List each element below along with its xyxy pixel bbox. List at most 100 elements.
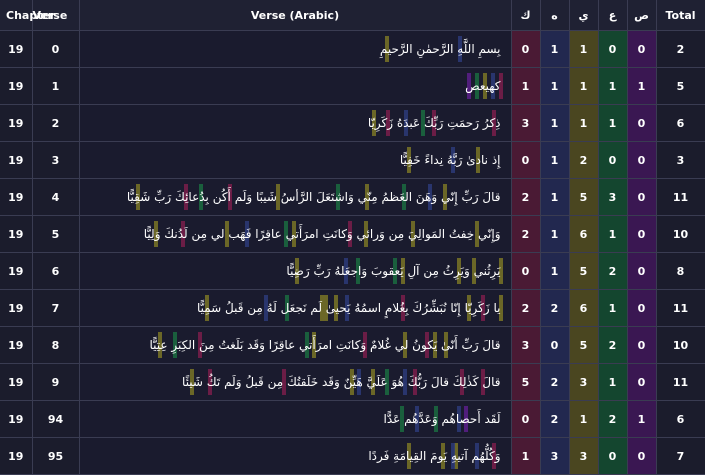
letter-highlight-ya — [400, 258, 405, 284]
table-row[interactable]: 19 8 قالَ رَبِّ أَنّىٰ يَكونُ لي غُلامٌ وَ… — [0, 326, 705, 364]
letter-highlight-ya — [204, 295, 209, 321]
chapter-cell: 19 — [0, 178, 33, 216]
verse-cell: 5 — [32, 215, 80, 253]
letter-highlight-kaf — [207, 369, 212, 395]
ain-count-cell: 3 — [598, 178, 628, 216]
letter-highlight-ya — [190, 369, 195, 395]
table-row[interactable]: 19 5 وَإِنّي خِفتُ المَوالِيَ مِن وَرائي و… — [0, 215, 705, 253]
verse-cell: 7 — [32, 289, 80, 327]
ha-count-cell: 0 — [540, 326, 570, 364]
verse-text-cell: إِذ نادىٰ رَبَّهُ نِداءً خَفِيًّا — [79, 141, 512, 179]
ain-count-cell: 2 — [598, 400, 628, 438]
ya-count-cell: 1 — [569, 400, 599, 438]
letter-highlight-ya — [406, 147, 411, 173]
letter-highlight-bands — [382, 406, 503, 432]
total-count-cell: 7 — [656, 437, 705, 475]
ha-count-cell: 2 — [540, 289, 570, 327]
letter-highlight-ha — [244, 221, 249, 247]
verse-text-cell: كهيعص — [79, 67, 512, 105]
letter-highlight-ya — [224, 221, 229, 247]
letter-highlight-ya — [365, 184, 370, 210]
table-row[interactable]: 19 95 وَكُلُّهُم آتيهِ يَومَ القِيامَةِ فَ… — [0, 437, 705, 475]
verse-text-highlight: قالَ رَبِّ إِنّي وَهَنَ العَظمُ مِنّي وَ… — [125, 184, 503, 210]
letter-highlight-ain — [400, 406, 405, 432]
table-row[interactable]: 19 94 لَقَد أَحصاهُم وَعَدَّهُم عَدًّا 0 2 1 2… — [0, 400, 705, 438]
verse-text: وَكُلُّهُم آتيهِ يَومَ القِيامَةِ فَردًا — [368, 449, 501, 463]
verse-text-highlight: قالَ رَبِّ أَنّىٰ يَكونُ لي غُلامٌ وَكان… — [147, 332, 502, 358]
letter-highlight-ya — [158, 332, 163, 358]
total-count-cell: 10 — [656, 215, 705, 253]
chapter-cell: 19 — [0, 30, 33, 68]
header-verse-text[interactable]: Verse (Arabic) — [79, 0, 512, 31]
table-row[interactable]: 19 2 ذِكرُ رَحمَتِ رَبِّكَ عَبدَهُ زَكَرِي… — [0, 104, 705, 142]
header-verse[interactable]: Verse — [32, 0, 80, 31]
header-ya[interactable]: ي — [569, 0, 599, 31]
letter-highlight-ya — [363, 221, 368, 247]
table-row[interactable]: 19 0 بِسمِ اللَّهِ الرَّحمٰنِ الرَّحيمِ 0 1 1… — [0, 30, 705, 68]
header-chapter[interactable]: Chapter — [0, 0, 55, 31]
ya-count-cell: 2 — [569, 141, 599, 179]
letter-highlight-ya — [454, 443, 459, 469]
letter-highlight-ya — [443, 332, 448, 358]
ha-count-cell: 1 — [540, 67, 570, 105]
letter-highlight-ya — [135, 184, 140, 210]
header-sad[interactable]: ص — [627, 0, 657, 31]
letter-highlight-ha — [344, 295, 349, 321]
total-count-cell: 5 — [656, 67, 705, 105]
letter-highlight-kaf — [347, 221, 352, 247]
total-count-cell: 11 — [656, 178, 705, 216]
table-row[interactable]: 19 4 قالَ رَبِّ إِنّي وَهَنَ العَظمُ مِنّي… — [0, 178, 705, 216]
verse-text: قالَ كَذٰلِكَ قالَ رَبُّكَ هُوَ عَلَيَّ … — [182, 375, 501, 389]
table-row[interactable]: 19 3 إِذ نادىٰ رَبَّهُ نِداءً خَفِيًّا 0 1 2 0… — [0, 141, 705, 179]
header-kaf[interactable]: ك — [511, 0, 541, 31]
header-ain[interactable]: ع — [598, 0, 628, 31]
letter-highlight-kaf — [181, 221, 186, 247]
table-row[interactable]: 19 1 كهيعص 1 1 1 1 1 5 — [0, 67, 705, 105]
verse-text: بِسمِ اللَّهِ الرَّحمٰنِ الرَّحيمِ — [379, 42, 501, 56]
verse-cell: 1 — [32, 67, 80, 105]
letter-highlight-ya — [406, 443, 411, 469]
sad-count-cell: 0 — [627, 104, 657, 142]
ya-count-cell: 1 — [569, 67, 599, 105]
table-row[interactable]: 19 9 قالَ كَذٰلِكَ قالَ رَبُّكَ هُوَ عَلَي… — [0, 363, 705, 401]
verse-text-highlight: إِذ نادىٰ رَبَّهُ نِداءً خَفِيًّا — [398, 147, 503, 173]
letter-highlight-ha — [428, 184, 433, 210]
chapter-cell: 19 — [0, 289, 33, 327]
sad-count-cell: 0 — [627, 437, 657, 475]
letter-highlight-bands — [366, 443, 502, 469]
verse-text-cell: بِسمِ اللَّهِ الرَّحمٰنِ الرَّحيمِ — [79, 30, 512, 68]
kaf-count-cell: 2 — [511, 215, 541, 253]
letter-highlight-ain — [284, 221, 289, 247]
letter-highlight-ya — [403, 332, 408, 358]
total-count-cell: 2 — [656, 30, 705, 68]
letter-highlight-sad — [467, 73, 472, 99]
verse-text: يَرِثُني وَيَرِثُ مِن آلِ يَعقوبَ وَاجعَ… — [286, 264, 501, 278]
ya-count-cell: 6 — [569, 289, 599, 327]
ain-count-cell: 1 — [598, 215, 628, 253]
sad-count-cell: 1 — [627, 400, 657, 438]
letter-highlight-bands — [195, 295, 503, 321]
verse-text: قالَ رَبِّ إِنّي وَهَنَ العَظمُ مِنّي وَ… — [126, 190, 501, 204]
ya-count-cell: 5 — [569, 252, 599, 290]
verse-text-highlight: وَإِنّي خِفتُ المَوالِيَ مِن وَرائي وَكا… — [142, 221, 503, 247]
kaf-count-cell: 0 — [511, 30, 541, 68]
kaf-count-cell: 3 — [511, 326, 541, 364]
total-count-cell: 11 — [656, 363, 705, 401]
sad-count-cell: 1 — [627, 67, 657, 105]
sad-count-cell: 0 — [627, 326, 657, 364]
letter-highlight-kaf — [491, 443, 496, 469]
total-count-cell: 6 — [656, 400, 705, 438]
header-ha[interactable]: ه — [540, 0, 570, 31]
letter-highlight-ain — [304, 332, 309, 358]
verse-text-highlight: قالَ كَذٰلِكَ قالَ رَبُّكَ هُوَ عَلَيَّ … — [180, 369, 502, 395]
table-row[interactable]: 19 6 يَرِثُني وَيَرِثُ مِن آلِ يَعقوبَ وَا… — [0, 252, 705, 290]
table-row[interactable]: 19 7 يا زَكَرِيّا إِنّا نُبَشِّرُكَ بِغُلا… — [0, 289, 705, 327]
ya-count-cell: 1 — [569, 30, 599, 68]
header-total[interactable]: Total — [656, 0, 705, 31]
letter-highlight-ha — [344, 258, 349, 284]
letter-highlight-ain — [474, 73, 479, 99]
chapter-cell: 19 — [0, 141, 33, 179]
chapter-cell: 19 — [0, 400, 33, 438]
ain-count-cell: 1 — [598, 363, 628, 401]
